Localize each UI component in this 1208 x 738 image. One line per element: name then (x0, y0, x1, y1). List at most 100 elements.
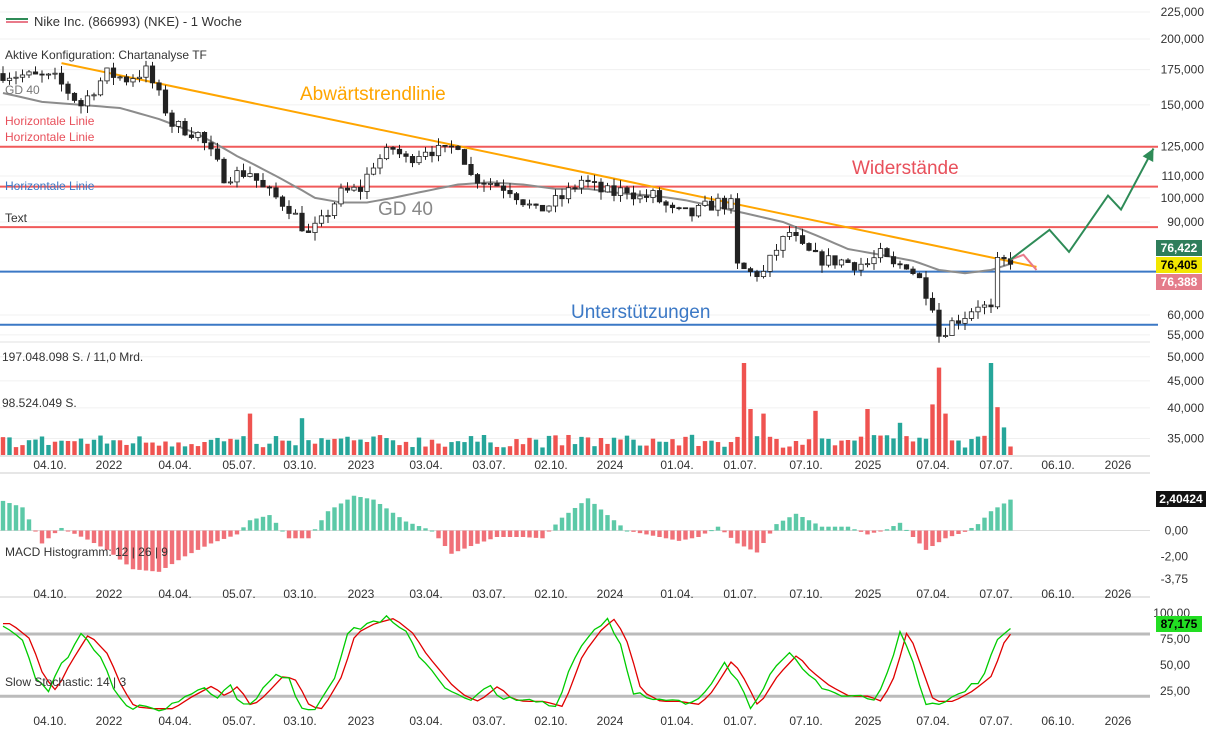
candle-down (754, 271, 760, 278)
time-tick-label: 02.10. (534, 714, 567, 728)
stochastic-tick-label: 75,00 (1160, 632, 1190, 646)
macd-bar (969, 527, 974, 531)
candle-up (292, 212, 299, 215)
volume-bar (735, 436, 740, 455)
macd-bar (163, 530, 168, 568)
macd-bar (481, 530, 487, 542)
time-tick-label: 03.10. (283, 714, 316, 728)
macd-bar (559, 517, 565, 531)
macd-bar (52, 530, 58, 534)
support-annotation[interactable]: Unterstützungen (571, 302, 710, 323)
volume-bar (904, 436, 909, 455)
time-tick-label: 05.07. (222, 714, 255, 728)
candle-down (273, 187, 279, 198)
candle-down (221, 158, 227, 184)
time-tick-label: 2024 (597, 458, 624, 472)
svg-text:76,422: 76,422 (1161, 241, 1198, 255)
volume-bar (403, 441, 409, 455)
volume-bar (436, 443, 441, 455)
volume-bar (559, 445, 565, 455)
candle-up (325, 215, 331, 217)
macd-bar (761, 530, 766, 544)
volume-bar (546, 435, 552, 455)
candle-down (630, 192, 637, 200)
volume-bar (897, 422, 903, 455)
time-tick-label: 03.07. (472, 714, 505, 728)
projection-path-line[interactable] (1009, 148, 1155, 261)
resistance-annotation[interactable]: Widerstände (852, 158, 959, 179)
volume-bar (189, 444, 194, 455)
volume-bar (722, 446, 727, 455)
candle-down (513, 193, 520, 201)
macd-bar (520, 530, 526, 537)
price-tick-label: 110,000 (1162, 169, 1205, 183)
candle-down (741, 262, 747, 270)
downtrend-annotation[interactable]: Abwärtstrendlinie (300, 84, 446, 105)
volume-bar (52, 441, 58, 455)
macd-bar (683, 530, 688, 540)
macd-bar (33, 530, 38, 532)
candle-up (13, 76, 19, 79)
volume-bar (338, 438, 344, 455)
candle-up (195, 132, 201, 138)
gd-legend-label: GD 40 (5, 83, 40, 97)
volume-bar (592, 446, 597, 455)
legend[interactable]: Nike Inc. (866993) (NKE) - 1 Woche (6, 14, 242, 29)
gd40-annotation[interactable]: GD 40 (378, 199, 433, 220)
candle-down (656, 190, 663, 203)
candle-up (104, 67, 110, 82)
volume-bar (20, 445, 25, 455)
macd-bar (865, 530, 870, 535)
macd-bar (202, 530, 207, 547)
candle-up (767, 254, 773, 272)
volume-bar (78, 438, 84, 455)
macd-bar (982, 517, 987, 531)
candle-down (955, 320, 962, 324)
candle-down (409, 156, 416, 164)
candle-down (481, 182, 487, 185)
projection-arrowhead (1142, 148, 1154, 162)
volume-bar (254, 443, 259, 455)
stochastic-badge: 87,175 (1156, 616, 1202, 632)
price-tick-label: 45,000 (1167, 374, 1204, 388)
volume-bar (0, 437, 6, 455)
volume-bar (806, 439, 812, 455)
macd-bar (943, 530, 948, 539)
candle-up (546, 205, 552, 212)
volume-bar (332, 438, 337, 455)
volume-bar (273, 436, 279, 455)
macd-bar (364, 498, 370, 531)
macd-bar (436, 530, 441, 539)
time-tick-label: 04.04. (158, 587, 191, 601)
candle-down (812, 249, 819, 253)
price-tick-label: 50,000 (1167, 350, 1204, 364)
macd-bar (195, 530, 201, 550)
macd-bar (390, 512, 396, 531)
volume-bar (650, 438, 656, 455)
volume-bar (702, 441, 708, 455)
horizontal-line-label-2: Horizontale Linie (5, 130, 95, 144)
volume-bar (429, 439, 435, 455)
macd-bar (644, 530, 649, 535)
macd-bar (845, 526, 851, 531)
stochastic-label: Slow Stochastic: 14 | 3 (5, 675, 127, 689)
candle-up (994, 257, 1001, 308)
macd-bar (546, 530, 552, 532)
macd-bar (689, 530, 695, 539)
stochastic-d-line (3, 618, 1012, 710)
volume-bar (540, 447, 545, 455)
macd-bar (267, 515, 272, 531)
macd-bar (85, 530, 90, 540)
volume-bar (826, 438, 831, 455)
projection-pullback-line[interactable] (1010, 253, 1038, 271)
volume-bar (917, 437, 922, 455)
volume-bar (553, 435, 558, 455)
volume-bar (572, 444, 578, 455)
downtrend-line[interactable] (61, 62, 1037, 268)
time-tick-label: 06.10. (1041, 587, 1074, 601)
volume-bar (871, 435, 877, 455)
macd-bar (1001, 503, 1007, 531)
volume-bar (455, 441, 461, 455)
time-tick-label: 2025 (855, 587, 882, 601)
